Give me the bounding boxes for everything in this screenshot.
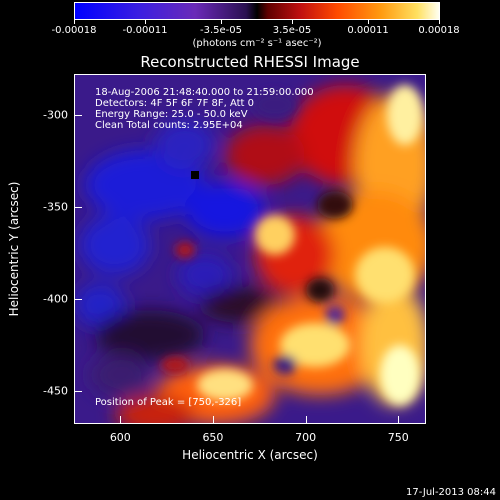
x-tick [398,416,400,424]
y-tick [74,298,82,300]
y-tick-label: -450 [43,384,68,398]
info-energy-range: Energy Range: 25.0 - 50.0 keV [95,109,248,120]
x-tick-label: 650 [202,431,224,444]
x-tick-label: 700 [295,431,317,444]
y-tick [74,206,82,208]
colorbar [74,2,440,20]
x-tick [120,416,122,424]
colorbar-tick-label: -3.5e-05 [200,25,242,36]
observation-info: 18-Aug-2006 21:48:40.000 to 21:59:00.000… [95,87,314,131]
colorbar-tick [368,20,370,24]
colorbar-unit-label: (photons cm⁻² s⁻¹ asec⁻²) [192,38,322,49]
timestamp: 17-Jul-2013 08:44 [405,487,496,498]
colorbar-tick-label: 3.5e-05 [272,25,312,36]
colorbar-tick-label: -0.00011 [122,25,168,36]
colorbar-tick-label: -0.00018 [51,25,97,36]
x-axis-label: Heliocentric X (arcsec) [182,448,318,462]
colorbar-tick [439,20,440,24]
colorbar-tick-label: 0.00011 [347,25,389,36]
colorbar-tick [291,20,293,24]
y-tick [74,390,82,392]
y-tick [74,114,82,116]
colorbar-tick-label: 0.00018 [418,25,460,36]
image-plot-area: 18-Aug-2006 21:48:40.000 to 21:59:00.000… [74,74,426,424]
y-tick-label: -300 [43,108,68,122]
colorbar-tick [221,20,222,24]
info-clean-counts: Clean Total counts: 2.95E+04 [95,120,243,131]
x-tick [212,416,214,424]
info-time-range: 18-Aug-2006 21:48:40.000 to 21:59:00.000 [95,87,314,98]
peak-position-label: Position of Peak = [750,-326] [95,397,242,408]
y-tick-label: -400 [43,292,68,306]
colorbar-tick [144,20,146,24]
info-detectors: Detectors: 4F 5F 6F 7F 8F, Att 0 [95,98,255,109]
x-tick-label: 600 [109,431,131,444]
x-tick-label: 750 [387,431,409,444]
intensity-map [75,75,425,423]
plot-title: Reconstructed RHESSI Image [140,53,360,71]
colorbar-tick [74,20,75,24]
y-axis-label: Heliocentric Y (arcsec) [7,181,21,317]
y-tick-label: -350 [43,200,68,214]
x-tick [305,416,307,424]
